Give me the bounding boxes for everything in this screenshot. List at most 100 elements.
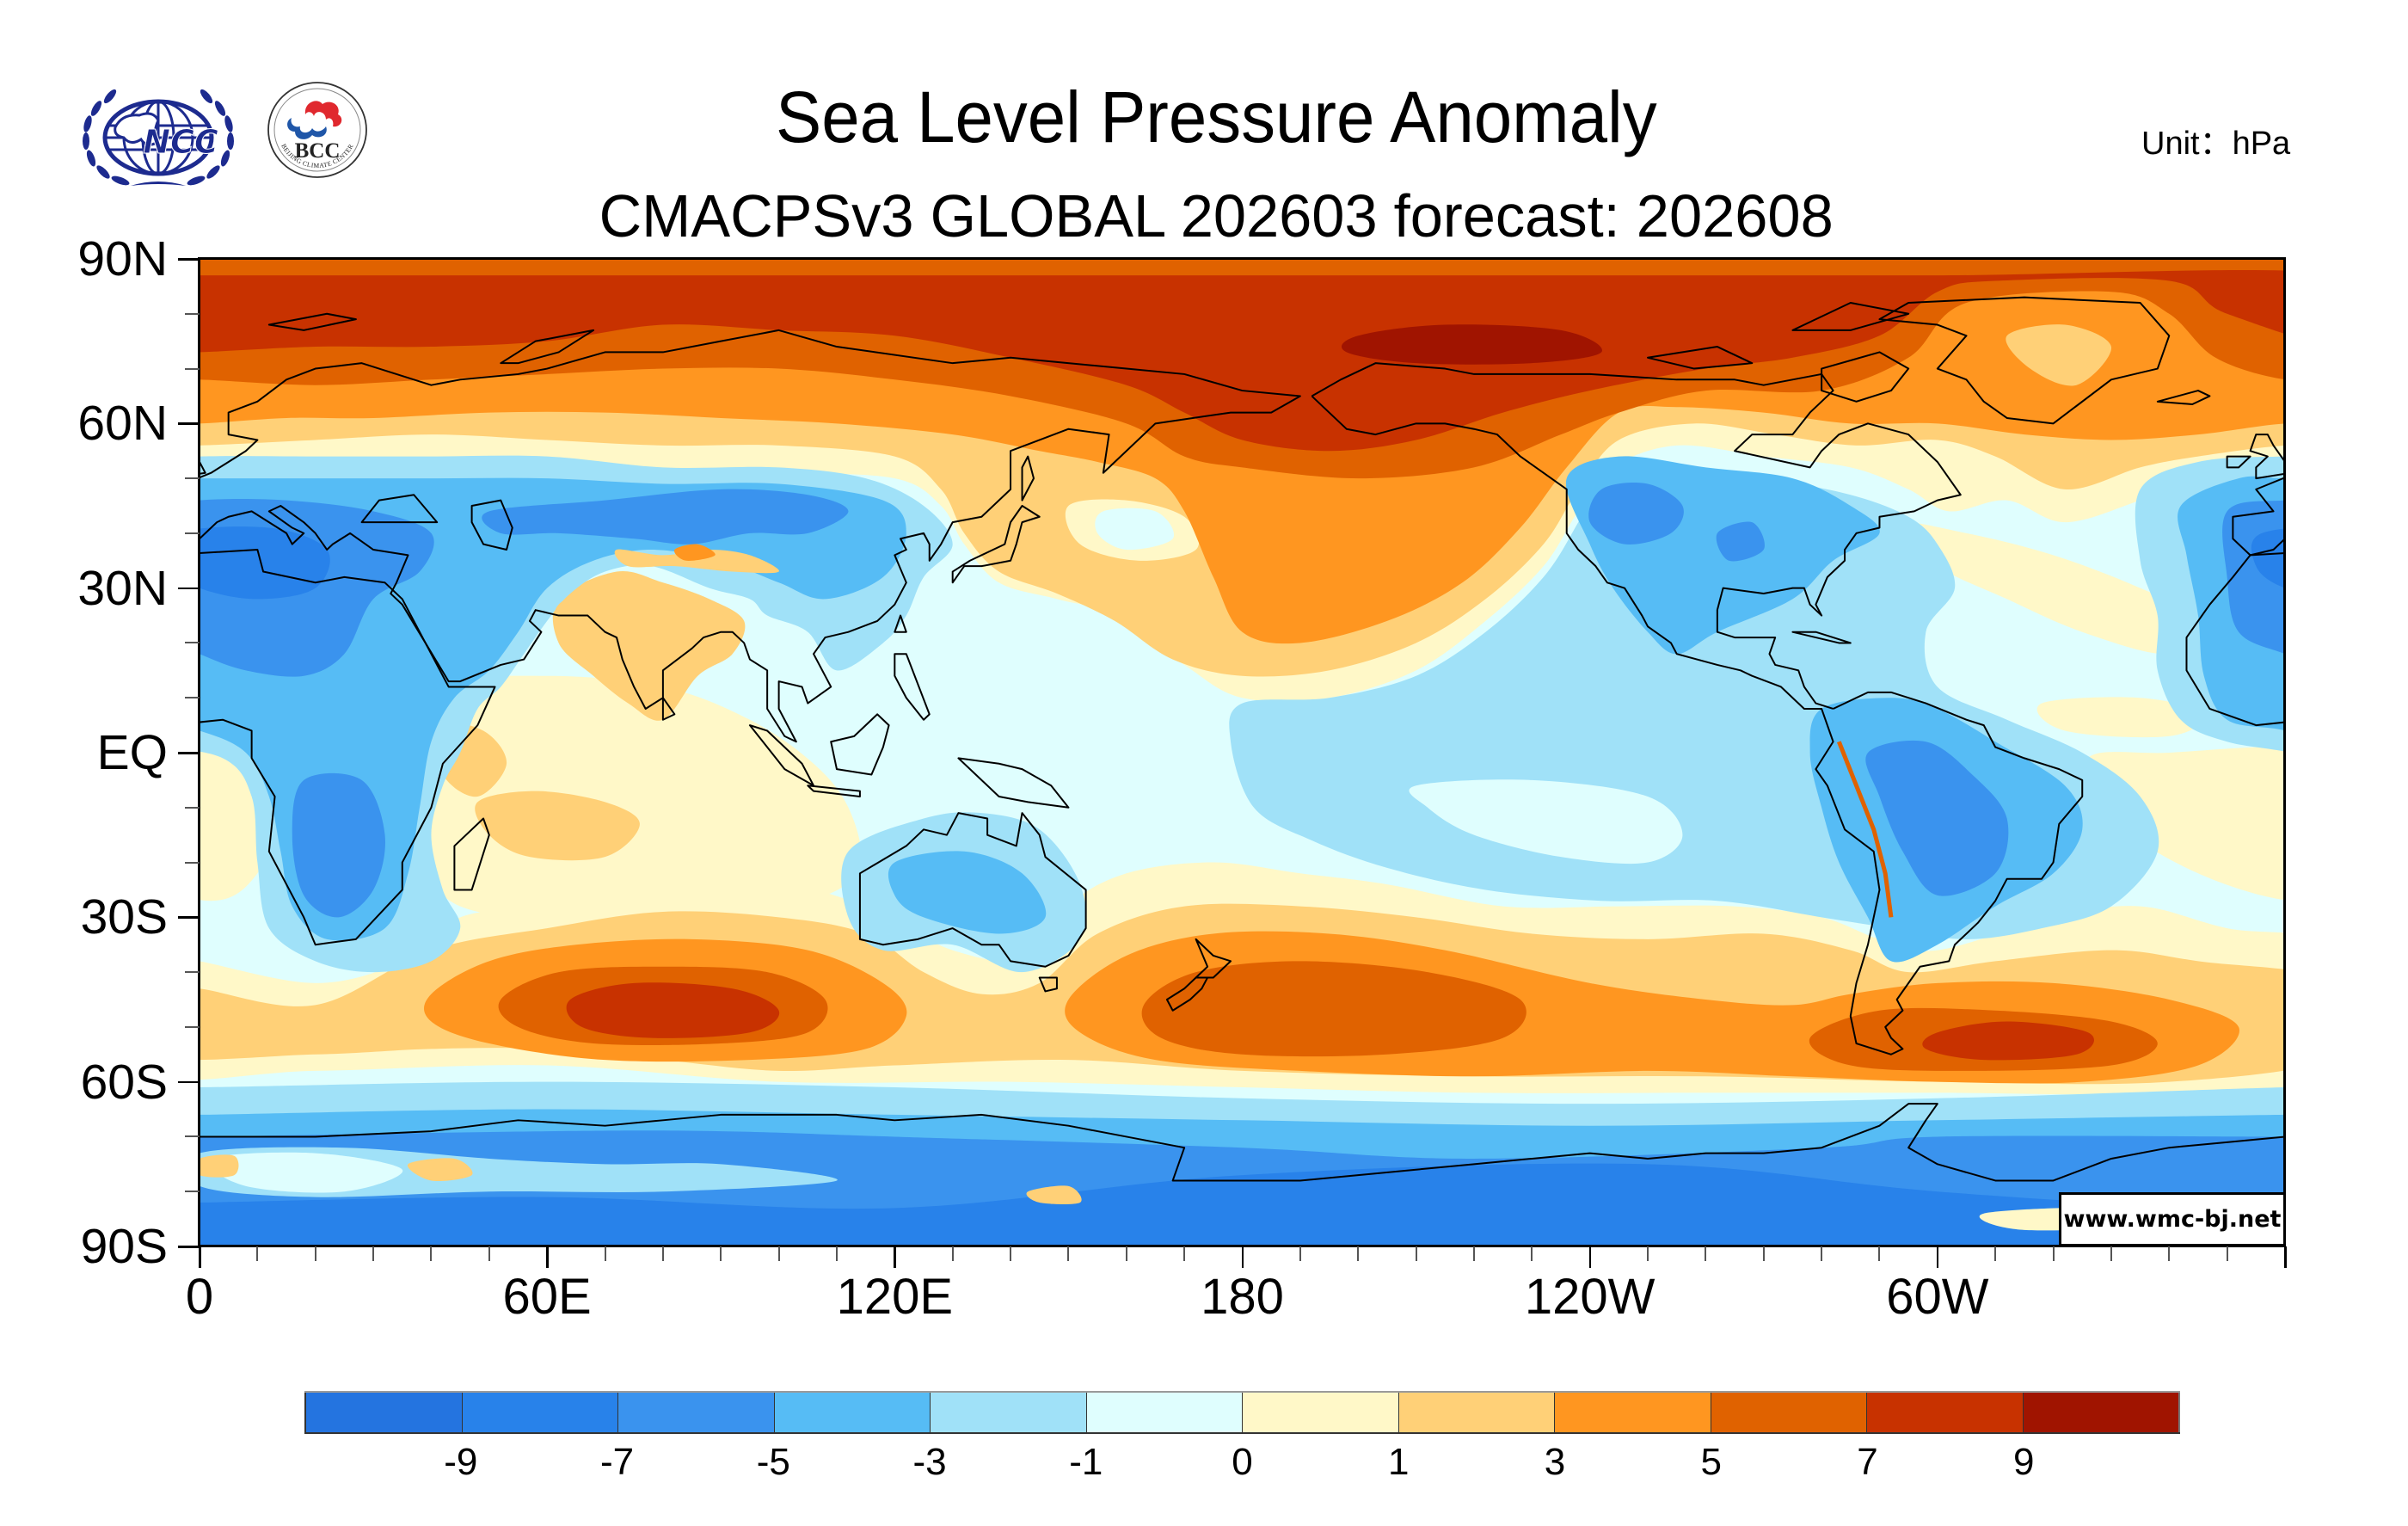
y-tick-label: 30N <box>77 560 168 616</box>
coastline-north-america-east <box>1312 363 1960 709</box>
x-minor-tick <box>604 1246 606 1261</box>
field-antarctica-neg0to1 <box>207 1152 403 1193</box>
y-major-tick <box>178 587 200 590</box>
coastline-eurasia <box>200 330 1300 741</box>
colorbar-box <box>304 1393 462 1432</box>
coastline-java <box>808 785 860 797</box>
colorbar-box <box>1085 1393 1242 1432</box>
coastline-sakhalin <box>1023 457 1034 501</box>
field-south-pacific-neg0to1 <box>1409 779 1683 865</box>
x-minor-tick <box>1531 1246 1533 1261</box>
x-minor-tick <box>1705 1246 1707 1261</box>
x-minor-tick <box>1067 1246 1070 1261</box>
y-major-tick <box>178 1080 200 1084</box>
y-minor-tick <box>185 642 200 644</box>
coastline-svalbard <box>269 314 356 330</box>
coastline-ellesmere <box>1792 303 1908 330</box>
x-major-tick <box>1588 1246 1592 1268</box>
x-minor-tick <box>256 1246 259 1261</box>
x-major-tick <box>1936 1246 1939 1268</box>
watermark[interactable]: www.wmc-bj.net <box>2059 1192 2286 1246</box>
coastline-taiwan <box>894 616 906 632</box>
coastline-africa <box>2186 550 2285 945</box>
colorbar-label: 0 <box>1232 1441 1253 1483</box>
y-major-tick <box>178 258 200 261</box>
y-minor-tick <box>185 861 200 864</box>
x-minor-tick <box>372 1246 375 1261</box>
colorbar-label: -9 <box>444 1441 478 1483</box>
coastline-black-sea <box>362 495 438 522</box>
y-minor-tick <box>185 971 200 974</box>
x-minor-tick <box>2226 1246 2228 1261</box>
colorbar-label: 9 <box>2013 1441 2035 1483</box>
x-minor-tick <box>1762 1246 1765 1261</box>
x-minor-tick <box>1010 1246 1012 1261</box>
field-indian-ocean-1to3 <box>475 791 640 861</box>
colorbar-box <box>1398 1393 1554 1432</box>
coastline-borneo <box>831 714 888 774</box>
field-tropical-atlantic-0to1 <box>2036 697 2205 738</box>
x-major-tick <box>199 1246 201 1268</box>
colorbar-label: -5 <box>756 1441 790 1483</box>
y-minor-tick <box>185 1191 200 1193</box>
field-andes-positive <box>1839 741 1891 917</box>
field-npacific-hole-neg <box>1095 508 1175 551</box>
coastline-cuba <box>1792 632 1850 643</box>
x-tick-label: 120W <box>1524 1269 1656 1325</box>
coastline-arctic-islands <box>1648 347 1752 369</box>
x-minor-tick <box>835 1246 838 1261</box>
field-rockies-neg5to7 <box>1588 483 1684 545</box>
x-minor-tick <box>777 1246 780 1261</box>
x-major-tick <box>2284 1246 2287 1268</box>
field-atlantic-high-7to9 <box>1922 1021 2094 1061</box>
y-tick-label: 30S <box>80 889 168 945</box>
coastline-iceland <box>2158 391 2210 404</box>
y-major-tick <box>178 1246 200 1248</box>
anomaly-map <box>200 259 2285 1246</box>
field-antarctica-neg7to9 <box>200 1163 2285 1246</box>
y-tick-label: 90N <box>77 231 168 286</box>
y-minor-tick <box>185 312 200 315</box>
chart-subtitle-text: CMACPSv3 GLOBAL 202603 forecast: 202608 <box>599 182 1834 249</box>
x-major-tick <box>546 1246 549 1268</box>
y-minor-tick <box>185 806 200 809</box>
coastline-nz-north <box>1196 939 1231 978</box>
colorbar-box <box>773 1393 930 1432</box>
colorbar-label: -1 <box>1069 1441 1103 1483</box>
coastline-caspian <box>472 501 513 550</box>
field-north-7to9 <box>200 269 2285 452</box>
ncc-logo-text: NCC <box>143 123 218 161</box>
field-india-over-1to3 <box>555 576 733 710</box>
field-central-asia-neg5to7 <box>482 489 849 545</box>
contour-fields <box>200 259 2285 1246</box>
y-tick-label: EQ <box>96 725 168 780</box>
field-australia-neg3to5 <box>888 851 1047 934</box>
colorbar-box <box>461 1393 617 1432</box>
colorbar-box <box>1554 1393 1711 1432</box>
blue-cloud-icon <box>287 118 327 139</box>
field-tibet-streak-1to3 <box>614 549 779 574</box>
colorbar-box <box>617 1393 774 1432</box>
y-minor-tick <box>185 1025 200 1028</box>
colorbar-label: 5 <box>1700 1441 1722 1483</box>
laurel-icon <box>83 89 234 186</box>
x-tick-label: 60W <box>1886 1269 1989 1325</box>
x-minor-tick <box>1183 1246 1186 1261</box>
coastline-madagascar <box>454 819 488 890</box>
x-minor-tick <box>951 1246 954 1261</box>
x-minor-tick <box>2110 1246 2112 1261</box>
y-major-tick <box>178 422 200 425</box>
coastline-greenland <box>1879 298 2169 424</box>
x-minor-tick <box>1472 1246 1475 1261</box>
x-minor-tick <box>430 1246 433 1261</box>
field-pacific-high-5to7 <box>1141 961 1526 1057</box>
coastline-africa <box>200 550 495 945</box>
coastline-sumatra <box>750 725 814 785</box>
x-tick-label: 60E <box>502 1269 592 1325</box>
ncc-logo: NCC <box>83 89 234 186</box>
coastline-britain <box>200 434 206 478</box>
field-atlantic-0to1 <box>1890 520 2205 655</box>
field-indian-high-7to9 <box>566 982 780 1038</box>
x-minor-tick <box>720 1246 722 1261</box>
x-minor-tick <box>1878 1246 1881 1261</box>
